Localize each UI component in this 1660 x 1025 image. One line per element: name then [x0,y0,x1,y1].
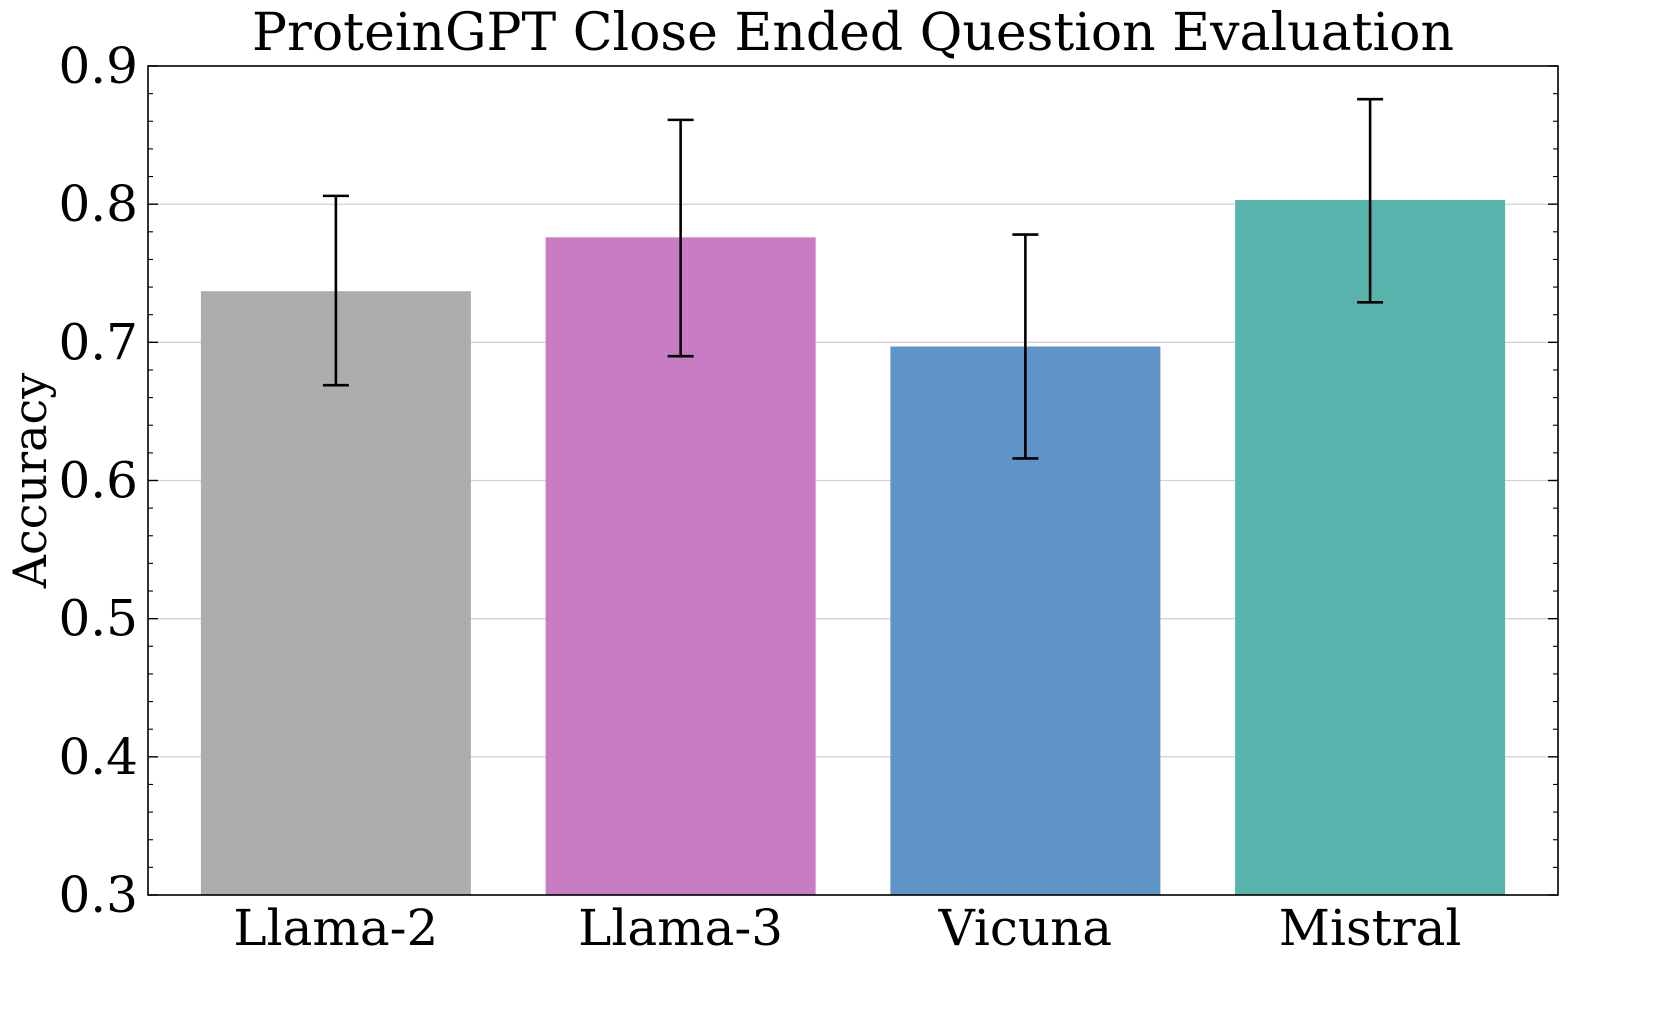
y-tick-label: 0.5 [58,590,138,648]
y-axis-label: Accuracy [3,373,57,590]
bar-mistral [1235,200,1506,895]
x-tick-label: Mistral [1279,899,1462,957]
x-tick-label: Llama-3 [578,899,783,957]
bars [200,200,1506,895]
error-bar-llama-3 [667,118,694,358]
x-tick-label: Llama-2 [233,899,438,957]
x-tick-label: Vicuna [938,899,1112,957]
y-tick-label: 0.4 [58,728,138,786]
y-tick-label: 0.3 [58,866,138,924]
error-bars [322,97,1384,460]
axis-labels: 0.3 0.4 0.5 0.6 0.7 0.8 0.9 Llama-2 Llama-3 Vicun… [58,37,1461,957]
bar-llama-2 [200,291,471,895]
error-bar-vicuna [1012,233,1039,460]
chart-title: ProteinGPT Close Ended Question Evaluati… [252,3,1454,63]
y-tick-label: 0.8 [58,175,138,233]
y-tick-label: 0.7 [58,313,138,371]
axis-ticks [148,65,1558,896]
error-bar-mistral [1357,97,1384,304]
y-tick-label: 0.6 [58,452,138,510]
error-bar-llama-2 [322,194,349,387]
y-tick-label: 0.9 [58,37,138,95]
